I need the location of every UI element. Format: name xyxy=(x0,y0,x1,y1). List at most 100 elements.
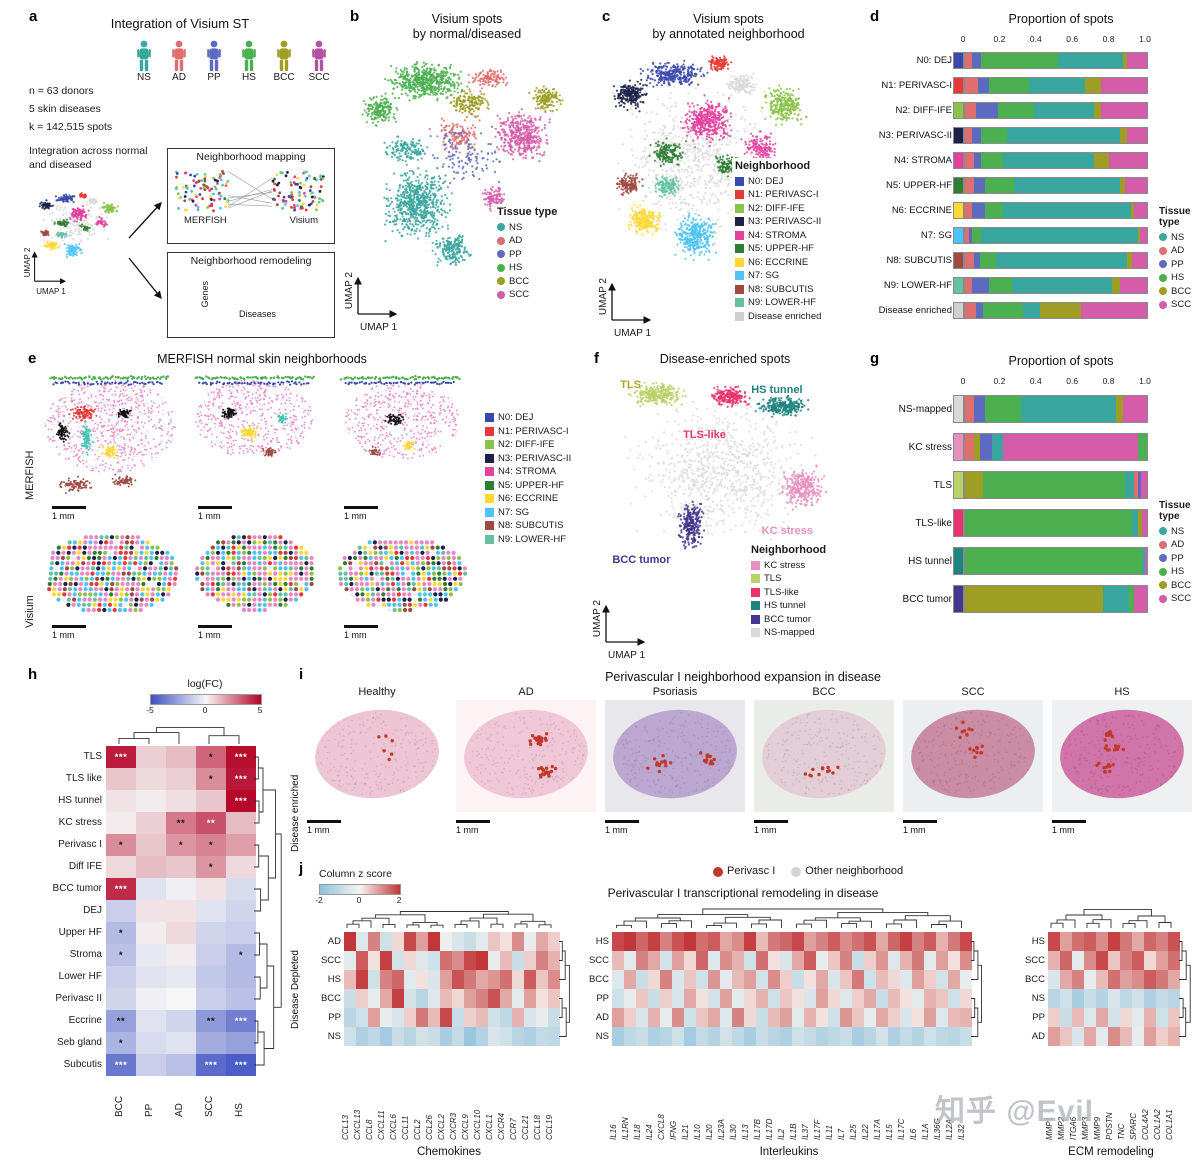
legend-label: PP xyxy=(1171,259,1184,270)
heatmap-cell xyxy=(684,989,696,1008)
heatmap-cell xyxy=(1120,1027,1132,1046)
heatmap-row-label: Perivasc I xyxy=(24,834,106,856)
bar-row: Disease enriched xyxy=(868,298,1147,323)
heatmap-cell xyxy=(720,932,732,951)
legend-label: N6: ECCRINE xyxy=(498,493,558,504)
heatmap-cell xyxy=(1132,989,1144,1008)
legend-item: N3: PERIVASC-II xyxy=(735,216,821,227)
heatmap-cell xyxy=(1156,970,1168,989)
bar-segment-ns xyxy=(1058,53,1124,68)
remodeling-cell xyxy=(222,285,231,293)
gene-label: IL17F xyxy=(813,1048,825,1140)
panel-b-label: b xyxy=(350,8,359,25)
remodeling-cell xyxy=(294,269,303,277)
heatmap-cell xyxy=(612,932,624,951)
scalebar: 1 mm xyxy=(344,625,378,640)
legend-item: BCC xyxy=(1159,286,1199,297)
bar-segment-ns xyxy=(1003,203,1130,218)
legend-dot-pp xyxy=(1159,554,1167,562)
heatmap-body: HS SCC BCC PP AD NS xyxy=(581,932,972,1046)
heatmap-cell xyxy=(1156,989,1168,1008)
legend-label: HS xyxy=(509,262,522,273)
heatmap-cell xyxy=(1048,970,1060,989)
remodeling-cell xyxy=(267,293,276,301)
legend-swatch-n3-perivasc-ii xyxy=(485,454,494,463)
legend-swatch-ns-mapped xyxy=(751,628,760,637)
heatmap-cell xyxy=(1084,1027,1096,1046)
heatmap-cell xyxy=(768,970,780,989)
heatmap-cell xyxy=(136,812,166,834)
heatmap-cell xyxy=(440,932,452,951)
heatmap-cell xyxy=(106,900,136,922)
bar-segment-bcc xyxy=(1094,153,1109,168)
heatmap-cell xyxy=(828,932,840,951)
heatmap-cell xyxy=(828,989,840,1008)
scalebar: 1 mm xyxy=(198,625,232,640)
heatmap-cell xyxy=(452,1008,464,1027)
heatmap-cell xyxy=(166,1032,196,1054)
bar-segment-pp xyxy=(972,278,988,293)
heatmap-column-label: AD xyxy=(164,1079,194,1117)
heatmap-cell-significant: *** xyxy=(226,790,256,812)
proportion-axis-g: 0 0.2 0.4 0.6 0.8 1.0 xyxy=(963,376,1145,387)
legend-item: N3: PERIVASC-II xyxy=(485,453,571,464)
legend-label: N1: PERIVASC-I xyxy=(748,189,819,200)
heatmap-cell xyxy=(1072,1027,1084,1046)
heatmap-cell xyxy=(106,812,136,834)
heatmap-cell xyxy=(1096,951,1108,970)
heatmap-cell xyxy=(612,970,624,989)
heatmap-cell xyxy=(536,1027,548,1046)
heatmap-column-label: BCC xyxy=(104,1079,134,1117)
remodeling-cell xyxy=(267,285,276,293)
stacked-bar xyxy=(965,303,1147,318)
legend-label: N8: SUBCUTIS xyxy=(748,284,813,295)
umap-annotation-kc-stress: KC stress xyxy=(762,525,813,537)
heatmap-cell xyxy=(888,932,900,951)
heatmap-cell xyxy=(852,1027,864,1046)
heatmap-cell xyxy=(696,951,708,970)
heatmap-cell xyxy=(720,970,732,989)
heatmap-column-label: HS xyxy=(224,1079,254,1117)
heatmap-cell xyxy=(780,1008,792,1027)
legend-item: AD xyxy=(1159,245,1199,256)
bar-segment-scc xyxy=(1127,53,1147,68)
bar-row: BCC tumor xyxy=(868,580,1147,618)
bar-segment-hs xyxy=(972,228,981,243)
neighborhood-chip xyxy=(954,472,963,498)
gene-label: CCL13 xyxy=(341,1048,353,1140)
stacked-bar xyxy=(965,510,1147,536)
sample-label: HS xyxy=(1052,686,1192,698)
scalebar-line xyxy=(52,506,86,509)
heatmap-row: BCC xyxy=(581,970,972,989)
remodeling-cell xyxy=(249,285,258,293)
remodeling-cell xyxy=(249,269,258,277)
heatmap-cell xyxy=(864,1027,876,1046)
heatmap-cell xyxy=(536,932,548,951)
umap-axes-b: UMAP 2 UMAP 1 xyxy=(346,270,416,336)
legend-label: BCC xyxy=(1171,580,1191,591)
heatmap-cell xyxy=(1096,989,1108,1008)
bar-segment-hs xyxy=(981,53,1057,68)
legend-swatch-n1-perivasc-i xyxy=(485,427,494,436)
bar-segment-bcc xyxy=(965,472,983,498)
person-icon xyxy=(168,40,190,72)
donor-figure-ns: NS xyxy=(127,40,161,83)
bar-row-label: N0: DEJ xyxy=(868,55,952,66)
gene-label: CXCL6 xyxy=(389,1048,401,1140)
legend-swatch-n6-eccrine xyxy=(485,494,494,503)
bar-segment-ad xyxy=(965,396,974,422)
neighborhood-chip xyxy=(954,228,963,243)
heatmap-cell xyxy=(708,989,720,1008)
remodeling-box-title: Neighborhood remodeling xyxy=(168,253,334,267)
legend-item: N5: UPPER-HF xyxy=(735,243,821,254)
neighborhood-chip xyxy=(954,510,963,536)
bar-segment-ns xyxy=(992,434,1003,460)
proportion-axis-d: 0 0.2 0.4 0.6 0.8 1.0 xyxy=(963,34,1145,45)
legend-item: N8: SUBCUTIS xyxy=(485,520,571,531)
scalebar: 1 mm xyxy=(605,820,745,835)
row-dendrogram xyxy=(254,746,288,1076)
bar-row-label: N3: PERIVASC-II xyxy=(868,130,952,141)
heatmap-cell xyxy=(672,951,684,970)
merfish-neighborhood-legend: N0: DEJ N1: PERIVASC-I N2: DIFF-IFE N3: PER… xyxy=(482,410,574,547)
heatmap-cell xyxy=(936,970,948,989)
